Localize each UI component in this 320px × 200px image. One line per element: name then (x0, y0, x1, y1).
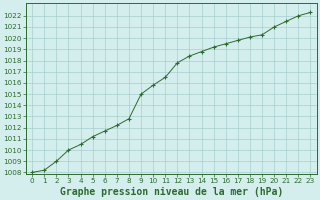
X-axis label: Graphe pression niveau de la mer (hPa): Graphe pression niveau de la mer (hPa) (60, 186, 283, 197)
